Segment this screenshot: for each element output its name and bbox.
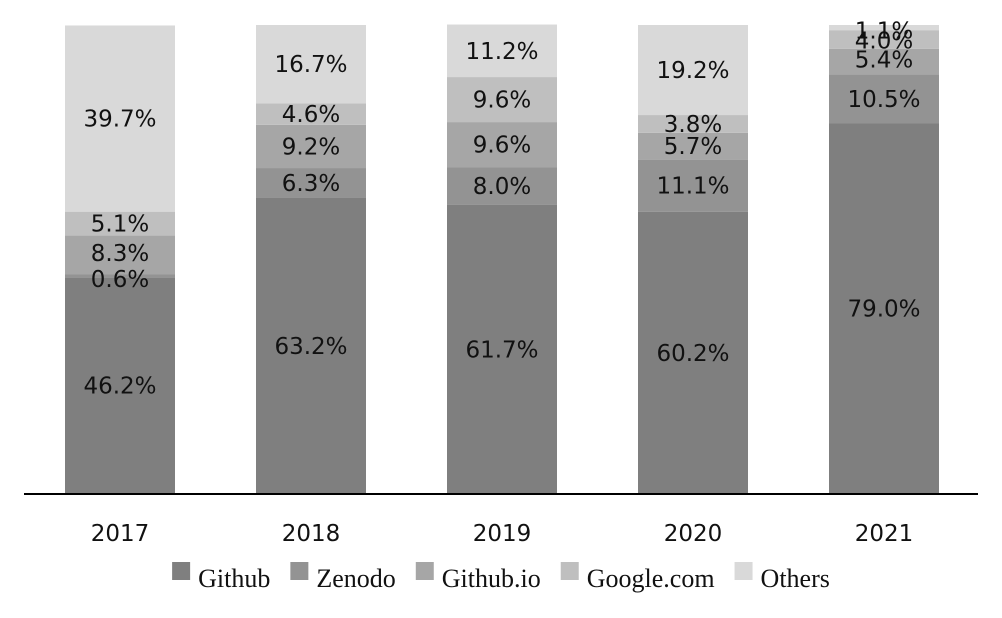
- bar-segment-github-io-2020: [638, 132, 748, 160]
- data-label: 4.0%: [855, 29, 913, 55]
- bar-segment-github-2020: [638, 211, 748, 495]
- bar-segment-google-com-2021: [829, 30, 939, 49]
- data-label: 10.5%: [847, 87, 920, 113]
- data-label: 19.2%: [656, 58, 729, 84]
- data-label: 60.2%: [656, 341, 729, 367]
- bar-segment-google-com-2019: [447, 77, 557, 123]
- data-label: 11.1%: [656, 174, 729, 200]
- x-axis-tick-labels: 2017 2018 2019 2020 2021: [91, 521, 914, 547]
- legend-swatch: [290, 562, 309, 580]
- legend-item-google-com: Google.com: [560, 562, 715, 593]
- bar-segment-github-io-2021: [829, 48, 939, 75]
- bar-segment-github-io-2018: [256, 124, 366, 169]
- x-tick-label: 2020: [664, 521, 723, 547]
- legend-label: Github: [198, 564, 270, 593]
- x-tick-label: 2021: [855, 521, 914, 547]
- data-label: 0.6%: [91, 267, 149, 293]
- legend-item-others: Others: [734, 562, 830, 593]
- bar-segment-google-com-2020: [638, 115, 748, 133]
- legend-label: Others: [761, 564, 830, 593]
- bar-segment-zenodo-2020: [638, 159, 748, 212]
- x-tick-label: 2017: [91, 521, 150, 547]
- data-label: 9.6%: [473, 88, 531, 114]
- bar-segment-others-2020: [638, 25, 748, 116]
- legend-swatch: [172, 562, 191, 580]
- legend-item-github-io: Github.io: [415, 562, 541, 593]
- bar-segment-github-2019: [447, 204, 557, 494]
- bar-segment-others-2017: [65, 25, 175, 212]
- legend-label: Google.com: [587, 564, 715, 593]
- data-label: 6.3%: [282, 171, 340, 197]
- x-tick-label: 2018: [282, 521, 341, 547]
- bar-segment-others-2018: [256, 25, 366, 104]
- bar-segment-github-2021: [829, 123, 939, 495]
- bar-segment-zenodo-2017: [65, 274, 175, 278]
- data-label: 4.6%: [282, 102, 340, 128]
- legend: Github Zenodo Github.io Google.com Others: [172, 562, 830, 593]
- data-label: 11.2%: [465, 39, 538, 65]
- legend-label: Github.io: [442, 564, 541, 593]
- bar-segment-github-2018: [256, 197, 366, 495]
- data-label: 5.4%: [855, 48, 913, 74]
- data-label: 79.0%: [847, 297, 920, 323]
- bar-segment-github-io-2017: [65, 235, 175, 275]
- legend-label: Zenodo: [316, 564, 395, 593]
- data-label: 8.0%: [473, 174, 531, 200]
- data-label: 46.2%: [83, 374, 156, 400]
- legend-item-zenodo: Zenodo: [290, 562, 396, 593]
- bar-segment-google-com-2018: [256, 103, 366, 125]
- bar-segment-google-com-2017: [65, 211, 175, 236]
- bar-segment-zenodo-2019: [447, 167, 557, 205]
- data-label: 5.7%: [664, 134, 722, 160]
- legend-swatch: [560, 562, 579, 580]
- data-label: 63.2%: [274, 334, 347, 360]
- bar-segment-others-2021: [829, 25, 939, 31]
- bar-segment-github-io-2019: [447, 122, 557, 168]
- x-tick-label: 2019: [473, 521, 532, 547]
- data-label: 1.1%: [855, 19, 913, 45]
- data-label: 16.7%: [274, 52, 347, 78]
- data-labels: 46.2% 0.6%8.3% 5.1% 39.7% 63.2% 6.3% 9.2% 4.6% 1…: [83, 19, 920, 400]
- bar-segment-github-2017: [65, 277, 175, 494]
- data-label: 5.1%: [91, 212, 149, 238]
- bar-segment-others-2019: [447, 24, 557, 78]
- data-label: 8.3%: [91, 241, 149, 267]
- bar-segment-zenodo-2018: [256, 168, 366, 198]
- legend-item-github: Github: [172, 562, 270, 593]
- data-label: 61.7%: [465, 337, 538, 363]
- bar-segments: [65, 24, 939, 495]
- data-label: 9.6%: [473, 133, 531, 159]
- data-label: 39.7%: [83, 107, 156, 133]
- data-label: 3.8%: [664, 112, 722, 138]
- data-label: 9.2%: [282, 134, 340, 160]
- legend-swatch: [415, 562, 434, 580]
- bar-segment-zenodo-2021: [829, 74, 939, 124]
- legend-swatch: [734, 562, 753, 580]
